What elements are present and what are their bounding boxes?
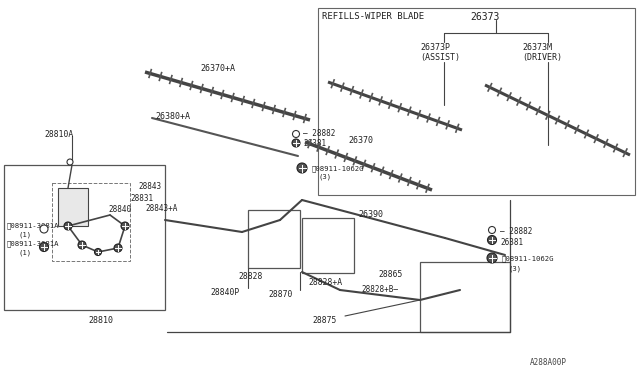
Text: A288A00P: A288A00P	[530, 358, 567, 367]
Text: 28865: 28865	[378, 270, 403, 279]
Text: 26373P: 26373P	[420, 43, 450, 52]
Text: 28810A: 28810A	[44, 130, 73, 139]
Text: 28875: 28875	[312, 316, 337, 325]
Text: 28828+A: 28828+A	[308, 278, 342, 287]
Bar	[4, 165, 165, 310]
Bar	[318, 8, 635, 195]
Text: 28831: 28831	[130, 194, 153, 203]
Text: 28870: 28870	[268, 290, 292, 299]
Circle shape	[297, 163, 307, 173]
Text: 28828: 28828	[238, 272, 262, 281]
Text: (DRIVER): (DRIVER)	[522, 53, 562, 62]
Text: Ⓥ08911-3081A: Ⓥ08911-3081A	[7, 222, 60, 229]
Bar	[420, 262, 510, 332]
Bar	[302, 218, 354, 273]
Circle shape	[292, 131, 300, 138]
Text: ⓝ08911-1062G: ⓝ08911-1062G	[312, 165, 365, 171]
Circle shape	[64, 222, 72, 230]
Text: (ASSIST): (ASSIST)	[420, 53, 460, 62]
Text: ⓝ08911-3081A: ⓝ08911-3081A	[7, 240, 60, 247]
Circle shape	[487, 253, 497, 263]
Text: 28840P: 28840P	[210, 288, 239, 297]
Text: 26381: 26381	[303, 139, 326, 148]
Text: (3): (3)	[319, 174, 332, 180]
Text: REFILLS-WIPER BLADE: REFILLS-WIPER BLADE	[322, 12, 424, 21]
Circle shape	[488, 235, 497, 244]
Circle shape	[121, 222, 129, 230]
Text: (1): (1)	[18, 250, 31, 257]
Text: 26370+A: 26370+A	[200, 64, 235, 73]
Text: 28828+B—: 28828+B—	[361, 285, 398, 294]
Text: 26380+A: 26380+A	[155, 112, 190, 121]
Circle shape	[488, 227, 495, 234]
Bar	[248, 210, 300, 268]
Circle shape	[95, 248, 102, 256]
Text: — 28882: — 28882	[500, 227, 532, 236]
Text: 28843+A: 28843+A	[145, 204, 177, 213]
Text: (3): (3)	[508, 265, 521, 272]
Circle shape	[78, 241, 86, 249]
Bar	[52, 183, 130, 261]
Text: 28810: 28810	[88, 316, 113, 325]
Text: 26390: 26390	[358, 210, 383, 219]
Circle shape	[114, 244, 122, 252]
Circle shape	[67, 159, 73, 165]
Text: 26373M: 26373M	[522, 43, 552, 52]
Text: — 28882: — 28882	[303, 129, 335, 138]
Text: (1): (1)	[18, 232, 31, 238]
Circle shape	[40, 243, 49, 251]
Text: 28840: 28840	[108, 205, 131, 214]
Text: 26381: 26381	[500, 238, 523, 247]
Circle shape	[40, 225, 48, 233]
Text: 28843: 28843	[138, 182, 161, 191]
Text: ⓝ08911-1062G: ⓝ08911-1062G	[502, 255, 554, 262]
Circle shape	[292, 139, 300, 147]
Text: 26373: 26373	[470, 12, 499, 22]
Text: 26370: 26370	[348, 136, 373, 145]
Bar	[58, 188, 88, 226]
